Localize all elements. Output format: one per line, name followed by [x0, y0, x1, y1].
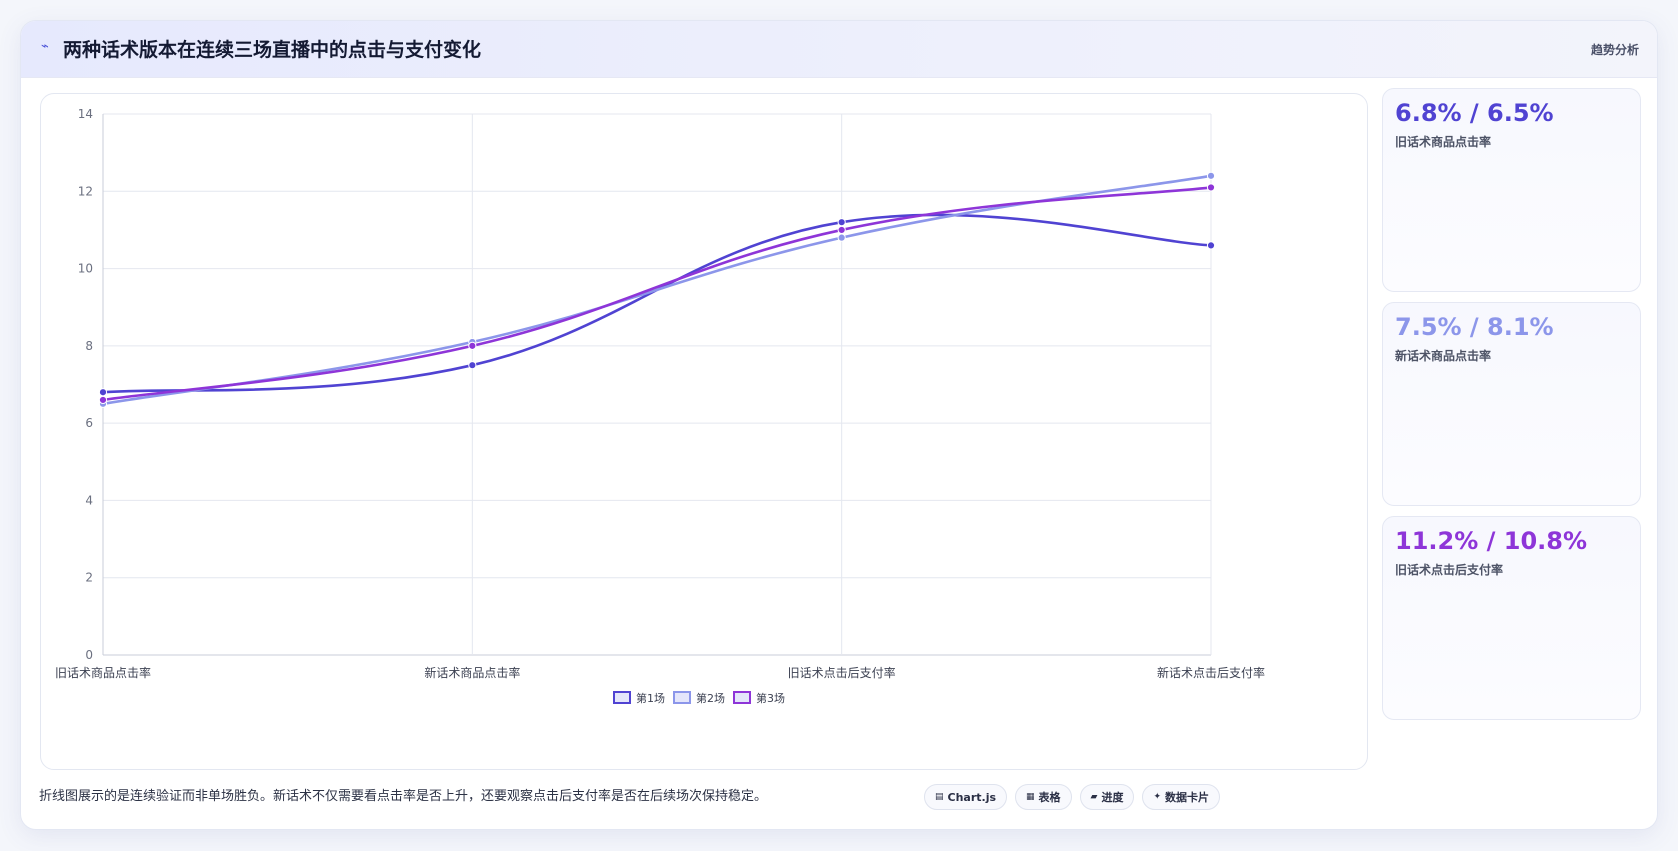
x-tick-label: 新话术商品点击率 [424, 665, 520, 680]
legend-swatch [613, 691, 631, 704]
data-point [468, 361, 477, 370]
x-tick-label: 新话术点击后支付率 [1157, 665, 1265, 680]
chip-table[interactable]: ▦ 表格 [1015, 784, 1072, 810]
chart-icon: ▤ [935, 792, 944, 802]
y-tick-label: 0 [85, 648, 93, 662]
data-point [98, 388, 108, 397]
y-tick-label: 8 [85, 339, 93, 353]
line-chart: 0 2 4 6 8 10 12 14 旧话术商品点击率 新话术商品点击率 旧话术点击后支付率 新话术点… [55, 107, 1265, 705]
legend-label: 第2场 [696, 691, 725, 705]
stat-card-1: 6.8% / 6.5% 旧话术商品点击率 [1382, 88, 1641, 292]
chip-chartjs[interactable]: ▤ Chart.js [924, 784, 1008, 810]
y-tick-label: 10 [78, 262, 93, 276]
stat-card-2: 7.5% / 8.1% 新话术商品点击率 [1382, 302, 1641, 506]
chip-label: 表格 [1038, 791, 1061, 804]
chip-label: 数据卡片 [1165, 791, 1210, 804]
x-tick-label: 旧话术点击后支付率 [788, 665, 896, 680]
y-tick-label: 2 [85, 571, 93, 585]
series-line-3 [102, 186, 1212, 402]
data-point [1206, 241, 1216, 250]
y-tick-label: 6 [85, 416, 93, 430]
y-tick-label: 12 [78, 184, 93, 198]
stat-label: 新话术商品点击率 [1395, 349, 1492, 363]
trend-line-icon: ⌁ [41, 39, 49, 54]
chip-progress[interactable]: ▰ 进度 [1079, 784, 1135, 810]
line-chart-panel: 0 2 4 6 8 10 12 14 旧话术商品点击率 新话术商品点击率 旧话术点击后支付率 新话术点… [40, 93, 1368, 770]
stat-label: 旧话术商品点击率 [1395, 135, 1492, 149]
chart-card: ⌁ 两种话术版本在连续三场直播中的点击与支付变化 趋势分析 0 2 4 6 8 10 12 1… [20, 20, 1658, 830]
series-line-2 [102, 174, 1212, 406]
progress-icon: ▰ [1090, 792, 1098, 802]
data-card-icon: ✦ [1153, 792, 1162, 802]
legend-swatch [733, 691, 751, 704]
card-title: 两种话术版本在连续三场直播中的点击与支付变化 [63, 39, 482, 61]
data-point [1206, 171, 1216, 180]
data-point [1206, 183, 1216, 192]
legend-label: 第1场 [636, 691, 665, 705]
chart-footnote: 折线图展示的是连续验证而非单场胜负。新话术不仅需要看点击率是否上升，还要观察点击… [39, 789, 768, 804]
y-tick-label: 4 [85, 493, 93, 507]
analysis-tag: 趋势分析 [1590, 43, 1639, 57]
data-point [837, 225, 846, 235]
tech-chips: ▤ Chart.js ▦ 表格 ▰ 进度 ✦ 数据卡片 [924, 784, 1221, 810]
y-tick-label: 14 [78, 107, 93, 121]
legend-swatch [673, 691, 691, 704]
chip-data-card[interactable]: ✦ 数据卡片 [1142, 784, 1221, 810]
stat-value: 11.2% / 10.8% [1395, 527, 1587, 555]
card-header: ⌁ 两种话术版本在连续三场直播中的点击与支付变化 趋势分析 [21, 21, 1657, 78]
stat-card-3: 11.2% / 10.8% 旧话术点击后支付率 [1382, 516, 1641, 720]
table-icon: ▦ [1026, 792, 1035, 802]
x-tick-label: 旧话术商品点击率 [55, 665, 151, 680]
series-line-1 [102, 213, 1212, 394]
legend-label: 第3场 [756, 691, 785, 705]
stat-label: 旧话术点击后支付率 [1395, 563, 1504, 577]
stat-value: 6.8% / 6.5% [1395, 99, 1554, 127]
data-point [468, 341, 477, 350]
stat-value: 7.5% / 8.1% [1395, 313, 1554, 341]
data-point [837, 218, 846, 227]
chip-label: 进度 [1101, 791, 1124, 804]
data-point [98, 395, 108, 405]
data-point [837, 233, 846, 242]
chip-label: Chart.js [947, 790, 997, 804]
